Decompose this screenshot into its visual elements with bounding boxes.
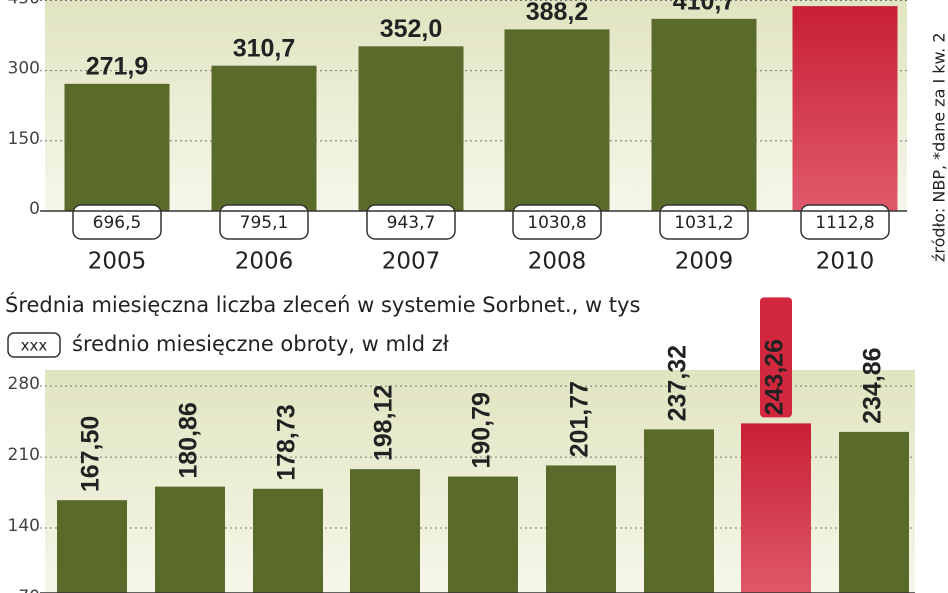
x-tick-label: 2005 [88, 249, 147, 275]
box-label: 943,7 [387, 213, 436, 233]
value-label-background [760, 297, 792, 418]
legend-text: średnio miesięczne obroty, w mld zł [72, 332, 449, 356]
bar [64, 83, 170, 211]
value-label: 167,50 [77, 416, 105, 492]
x-tick-label: 2010 [816, 249, 875, 275]
bar [211, 65, 317, 212]
bar [644, 429, 714, 593]
source: źródło: NBP, *dane za I kw. 2 [930, 32, 948, 262]
x-tick-label: 2008 [528, 249, 587, 275]
value-label: 410,7 [673, 0, 736, 15]
box-label-frame [659, 204, 749, 240]
box-label: 696,5 [93, 213, 142, 233]
value-label: 234,86 [859, 347, 887, 423]
value-label: 198,12 [370, 385, 398, 461]
bar [504, 29, 610, 212]
bar [253, 488, 323, 593]
box-label-frame [366, 204, 456, 240]
y-tick-label: 150 [8, 129, 40, 149]
bar [546, 465, 616, 593]
bar [651, 18, 757, 211]
y-tick-label: 0 [29, 199, 40, 219]
box-label: 1031,2 [674, 213, 733, 233]
plot-background [45, 0, 907, 211]
y-tick-label: 140 [8, 516, 40, 536]
bar [741, 423, 811, 593]
box-label-frame [512, 204, 602, 240]
value-label: 180,86 [175, 402, 203, 478]
bar [350, 469, 420, 593]
value-label: 237,32 [664, 345, 692, 421]
value-label: 201,77 [566, 381, 594, 457]
bar [358, 46, 464, 211]
y-tick-label: 280 [8, 374, 40, 394]
y-tick-label: 450 [8, 0, 40, 9]
x-tick-label: 2009 [675, 249, 734, 275]
bar [448, 476, 518, 593]
value-label: 243,26 [761, 339, 789, 415]
legend-box-text: xxx [21, 337, 48, 355]
value-label: 271,9 [86, 52, 149, 80]
y-tick-label: 70 [18, 587, 40, 593]
chart-title: Średnia miesięczna liczba zleceń w syste… [5, 292, 640, 317]
bar [839, 431, 909, 593]
value-label: 310,7 [233, 34, 296, 62]
bar [155, 486, 225, 593]
box-label-frame [72, 204, 162, 240]
bar [57, 500, 127, 593]
value-label: 388,2 [526, 0, 589, 26]
box-label-frame [800, 204, 890, 240]
box-label: 1112,8 [815, 213, 874, 233]
value-label: 190,79 [468, 392, 496, 468]
box-label: 1030,8 [527, 213, 586, 233]
value-label: 352,0 [380, 15, 443, 43]
y-tick-label: 210 [8, 445, 40, 465]
value-label: 178,73 [273, 404, 301, 480]
bar [792, 6, 898, 212]
x-tick-label: 2006 [235, 249, 294, 275]
legend-box [7, 332, 61, 358]
y-tick-label: 300 [8, 59, 40, 79]
box-label: 795,1 [240, 213, 289, 233]
x-tick-label: 2007 [382, 249, 441, 275]
box-label-frame [219, 204, 309, 240]
